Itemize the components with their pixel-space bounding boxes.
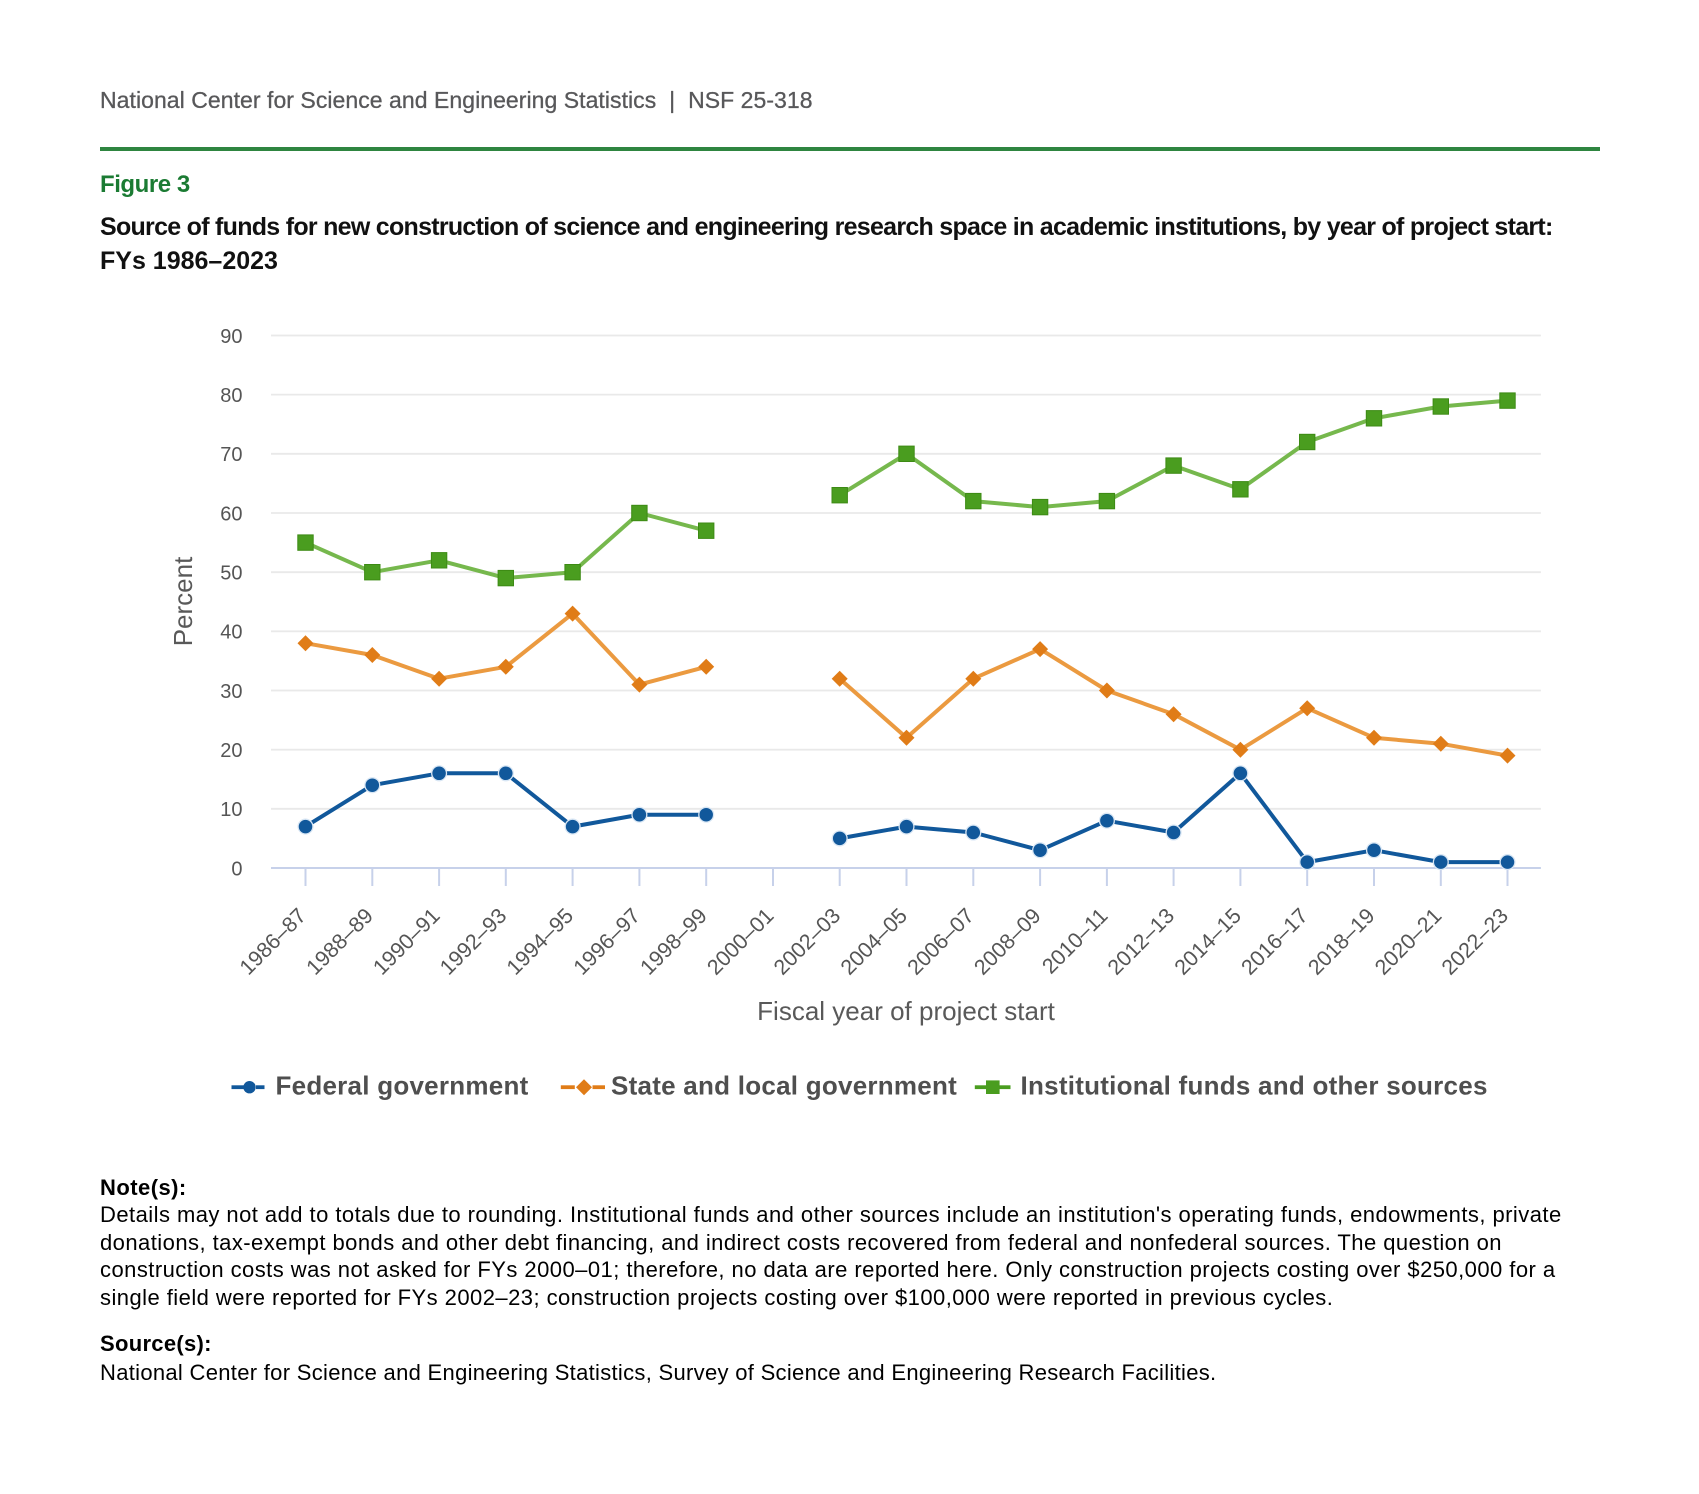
svg-text:40: 40 [220, 622, 242, 644]
svg-text:2004–05: 2004–05 [836, 904, 912, 980]
svg-text:1988–89: 1988–89 [302, 904, 378, 980]
svg-text:2006–07: 2006–07 [903, 904, 979, 980]
svg-text:60: 60 [220, 503, 242, 525]
svg-text:1994–95: 1994–95 [502, 904, 578, 980]
svg-text:2018–19: 2018–19 [1303, 904, 1379, 980]
svg-text:1998–99: 1998–99 [636, 904, 712, 980]
svg-text:1990–91: 1990–91 [368, 904, 444, 980]
svg-text:2020–21: 2020–21 [1370, 904, 1446, 980]
svg-text:Fiscal year of project start: Fiscal year of project start [757, 996, 1055, 1026]
svg-text:1986–87: 1986–87 [235, 904, 311, 980]
svg-text:Percent: Percent [168, 556, 198, 646]
svg-text:2000–01: 2000–01 [702, 904, 778, 980]
svg-text:State and local government: State and local government [611, 1071, 957, 1101]
svg-text:2010–11: 2010–11 [1037, 904, 1112, 979]
svg-text:Institutional funds and other: Institutional funds and other sources [1021, 1071, 1488, 1101]
svg-text:50: 50 [220, 563, 242, 585]
svg-text:2002–03: 2002–03 [769, 904, 845, 980]
svg-text:20: 20 [220, 740, 242, 762]
svg-text:80: 80 [220, 385, 242, 407]
svg-text:0: 0 [231, 858, 242, 880]
svg-text:90: 90 [220, 326, 242, 348]
svg-text:30: 30 [220, 681, 242, 703]
svg-text:2012–13: 2012–13 [1103, 904, 1179, 980]
svg-text:10: 10 [220, 799, 242, 821]
svg-text:1996–97: 1996–97 [569, 904, 645, 980]
svg-text:1992–93: 1992–93 [435, 904, 511, 980]
svg-text:70: 70 [220, 444, 242, 466]
svg-text:2016–17: 2016–17 [1237, 904, 1313, 980]
svg-text:2008–09: 2008–09 [969, 904, 1045, 980]
svg-text:2022–23: 2022–23 [1437, 904, 1513, 980]
svg-text:Federal government: Federal government [276, 1071, 529, 1101]
svg-text:2014–15: 2014–15 [1170, 904, 1246, 980]
